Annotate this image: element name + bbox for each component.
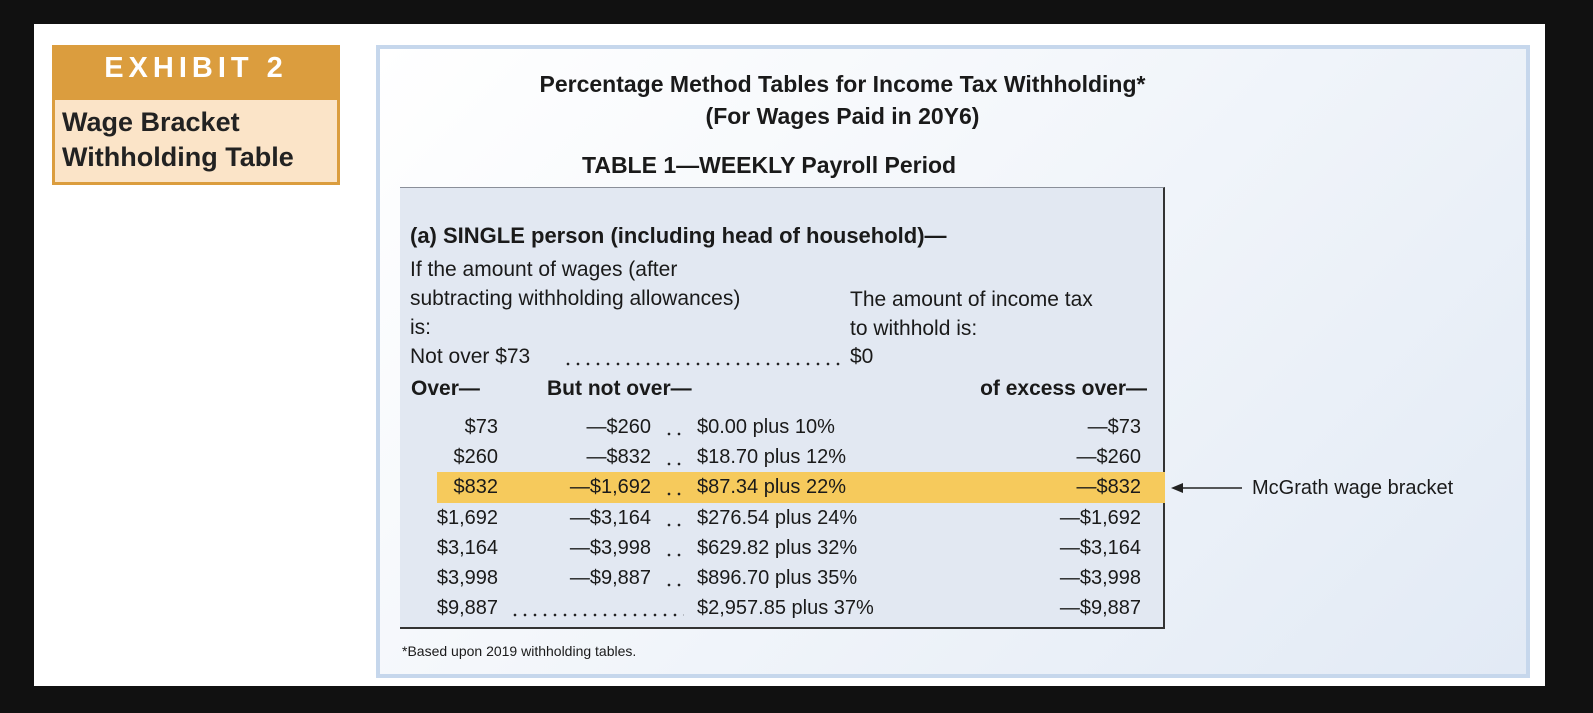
over: $3,998 — [436, 567, 498, 589]
excess: —$3,164 — [1059, 536, 1141, 559]
first-row-condition: Not over $73 — [410, 345, 531, 368]
over: $1,692 — [436, 506, 498, 529]
first-row-amount: $0 — [850, 345, 874, 368]
arrow — [1171, 483, 1242, 493]
column-header: of excess over— — [980, 377, 1147, 400]
leader-dots — [664, 462, 684, 467]
wages-header: is: — [410, 316, 431, 339]
exhibit-title: Wage Bracket — [62, 107, 240, 137]
leader-dots — [510, 613, 684, 618]
excess: —$9,887 — [1059, 597, 1141, 620]
excess: —$1,692 — [1059, 506, 1141, 529]
amount: $0.00 plus 10% — [697, 416, 835, 438]
wages-header: subtracting withholding allowances) — [410, 287, 741, 310]
leader-dots — [563, 362, 845, 366]
section-title: (a) SINGLE person (including head of hou… — [410, 223, 947, 248]
leader-dots — [664, 583, 684, 587]
but-not-over: —$3,998 — [569, 536, 651, 559]
column-header: Over— — [411, 377, 480, 400]
subtitle: (For Wages Paid in 20Y6) — [705, 103, 980, 129]
but-not-over: —$1,692 — [569, 476, 651, 499]
exhibit-header — [52, 45, 340, 100]
leader-dots — [664, 552, 684, 557]
over: $73 — [464, 416, 498, 438]
amount: $276.54 plus 24% — [697, 506, 858, 529]
tax-header: to withhold is: — [850, 317, 978, 340]
excess: —$260 — [1076, 446, 1142, 469]
but-not-over: —$260 — [586, 416, 652, 438]
over: $3,164 — [436, 536, 498, 559]
but-not-over: —$832 — [586, 446, 652, 469]
but-not-over: —$3,164 — [569, 506, 651, 529]
leader-dots — [664, 522, 684, 527]
highlight-row — [437, 472, 1165, 504]
exhibit-body — [52, 100, 340, 185]
tax-header: The amount of income tax — [850, 288, 1093, 311]
table-box — [400, 187, 1165, 629]
excess: —$73 — [1087, 416, 1141, 438]
exhibit-title: Withholding Table — [62, 142, 294, 172]
amount: $2,957.85 plus 37% — [697, 597, 874, 620]
excess: —$832 — [1076, 476, 1142, 499]
excess: —$3,998 — [1059, 567, 1141, 589]
amount: $87.34 plus 22% — [697, 476, 847, 499]
footnote: *Based upon 2019 withholding tables. — [402, 643, 637, 659]
but-not-over: —$9,887 — [569, 567, 651, 589]
over: $9,887 — [436, 597, 498, 620]
exhibit-label: EXHIBIT 2 — [104, 52, 288, 84]
leader-dots — [664, 432, 684, 436]
over: $832 — [453, 476, 499, 499]
title: Percentage Method Tables for Income Tax … — [539, 71, 1146, 97]
over: $260 — [453, 446, 499, 469]
column-header: But not over— — [547, 377, 692, 400]
leader-dots — [664, 492, 684, 497]
table-title: TABLE 1—WEEKLY Payroll Period — [582, 152, 957, 178]
annotation: McGrath wage bracket — [1252, 477, 1454, 499]
amount: $896.70 plus 35% — [697, 567, 858, 589]
amount: $18.70 plus 12% — [697, 446, 847, 469]
wages-header: If the amount of wages (after — [410, 258, 678, 281]
amount: $629.82 plus 32% — [697, 536, 858, 559]
